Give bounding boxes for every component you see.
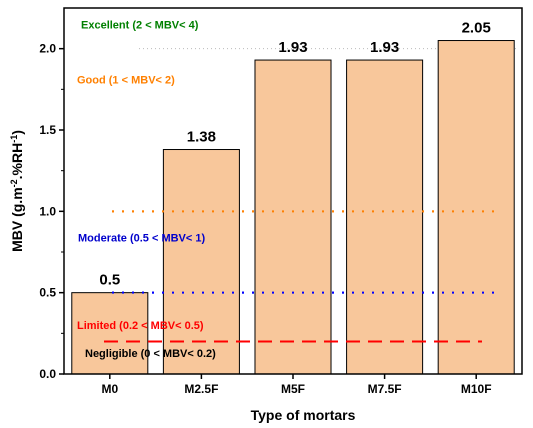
value-label-m5f: 1.93: [278, 39, 307, 56]
bar-m10f: [437, 40, 515, 375]
x-tick-label: M10F: [461, 382, 492, 396]
value-label-m10f: 2.05: [462, 20, 491, 37]
y-tick-label: 0.5: [39, 286, 56, 300]
annotation-excellent: Excellent (2 < MBV< 4): [81, 19, 199, 31]
x-axis-title: Type of mortars: [251, 407, 356, 423]
y-tick-label: 2.0: [39, 42, 56, 56]
value-label-m2-5f: 1.38: [187, 129, 216, 146]
y-axis-title: MBV (g.m-2.%RH-1): [9, 130, 25, 252]
y-axis-title-suffix: ): [9, 130, 25, 135]
value-label-m0: 0.5: [99, 272, 120, 289]
y-tick-label: 1.0: [39, 204, 56, 218]
y-axis-title-middle: .%RH: [9, 143, 25, 180]
x-tick-label: M5F: [281, 382, 305, 396]
category-annotations: Excellent (2 < MBV< 4) Good (1 < MBV< 2) M…: [77, 19, 216, 360]
bar-m7-5f: [346, 59, 424, 375]
value-label-m7-5f: 1.93: [370, 39, 399, 56]
annotation-good: Good (1 < MBV< 2): [77, 75, 175, 87]
y-tick-label: 1.5: [39, 123, 56, 137]
bar-m0: [71, 292, 149, 375]
axes: 0.0 0.5 1.0 1.5 2.0 M0 M2.5F M5F M7.5F M10F: [39, 7, 523, 396]
annotation-moderate: Moderate (0.5 < MBV< 1): [78, 232, 205, 244]
threshold-lines-overlay: [104, 210, 496, 343]
x-tick-label: M2.5F: [184, 382, 218, 396]
y-tick-label: 0.0: [39, 367, 56, 381]
annotation-limited: Limited (0.2 < MBV< 0.5): [77, 320, 204, 332]
x-tick-label: M0: [101, 382, 118, 396]
bar-m5f: [254, 59, 332, 375]
bar-m2-5f: [162, 149, 240, 375]
y-axis-title-prefix: MBV (g.m: [9, 187, 25, 252]
annotation-negligible: Negligible (0 < MBV< 0.2): [85, 348, 216, 360]
x-tick-label: M7.5F: [368, 382, 402, 396]
y-axis-title-exp1: -2: [9, 179, 19, 187]
y-axis-title-exp2: -1: [9, 135, 19, 143]
